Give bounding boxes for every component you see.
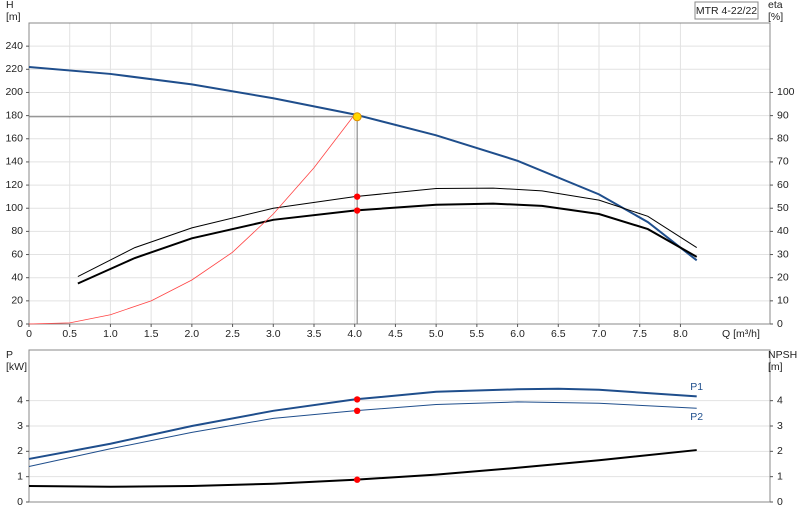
y2-tick-label: 0 — [777, 318, 783, 330]
y2-tick-label: 100 — [777, 86, 795, 98]
x-tick-label: 1.5 — [144, 328, 159, 340]
y2-tick-label: 4 — [777, 394, 783, 406]
y2-tick-label: 20 — [777, 271, 789, 283]
x-tick-label: 6.5 — [551, 328, 566, 340]
x-tick-label: 3.5 — [307, 328, 322, 340]
y2-tick-label: 1 — [777, 470, 783, 482]
y-tick-label: 0 — [17, 496, 23, 508]
y-tick-label: 1 — [17, 470, 23, 482]
y-tick-label: 120 — [5, 179, 23, 191]
x-tick-label: 5.0 — [429, 328, 444, 340]
series-label: P2 — [690, 411, 703, 423]
y-axis-label: [kW] — [6, 361, 27, 373]
y-axis-label: H — [6, 0, 14, 11]
point — [353, 476, 361, 483]
y-tick-label: 100 — [5, 202, 23, 214]
point — [353, 193, 361, 200]
y2-tick-label: 3 — [777, 420, 783, 432]
x-tick-label: 7.5 — [632, 328, 647, 340]
y-tick-label: 240 — [5, 40, 23, 52]
y-tick-label: 80 — [11, 225, 23, 237]
title-box — [694, 1, 759, 20]
y-tick-label: 200 — [5, 86, 23, 98]
x-tick-label: 4.5 — [388, 328, 403, 340]
x-tick-label: 5.5 — [470, 328, 485, 340]
chart-title: MTR 4-22/22 — [696, 5, 757, 17]
y-axis-label: P — [6, 349, 13, 361]
x-tick-label: 0.5 — [62, 328, 77, 340]
y-tick-label: 20 — [11, 295, 23, 307]
y-tick-label: 3 — [17, 420, 23, 432]
y-tick-label: 180 — [5, 109, 23, 121]
y-tick-label: 0 — [17, 318, 23, 330]
y2-axis-label: [%] — [768, 11, 783, 23]
x-tick-label: 0 — [26, 328, 32, 340]
x-tick-label: 1.0 — [103, 328, 118, 340]
y2-axis-label: eta — [768, 0, 783, 11]
y2-tick-label: 60 — [777, 179, 789, 191]
y2-tick-label: 30 — [777, 248, 789, 260]
x-tick-label: 3.0 — [266, 328, 281, 340]
point — [352, 112, 362, 122]
y2-tick-label: 0 — [777, 496, 783, 508]
y-tick-label: 160 — [5, 133, 23, 145]
x-tick-label: 2.5 — [225, 328, 240, 340]
x-tick-label: 2.0 — [185, 328, 200, 340]
series-line — [28, 114, 356, 325]
x-tick-label: 8.0 — [673, 328, 688, 340]
y2-tick-label: 70 — [777, 156, 789, 168]
y2-tick-label: 40 — [777, 225, 789, 237]
x-tick-label: 7.0 — [592, 328, 607, 340]
series-label: P1 — [690, 381, 703, 393]
y2-tick-label: 10 — [777, 295, 789, 307]
series-line — [28, 401, 697, 468]
y2-tick-label: 2 — [777, 445, 783, 457]
y-tick-label: 40 — [11, 271, 23, 283]
x-tick-label: 6.0 — [510, 328, 525, 340]
y-tick-label: 4 — [17, 394, 23, 406]
y-tick-label: 220 — [5, 63, 23, 75]
point — [353, 207, 361, 214]
series-line — [28, 387, 697, 460]
y2-tick-label: 80 — [777, 133, 789, 145]
x-axis-label: Q [m³/h] — [722, 328, 760, 340]
y-axis-label: [m] — [6, 11, 21, 23]
y2-tick-label: 90 — [777, 109, 789, 121]
y2-axis-label: NPSH — [768, 349, 797, 361]
series-line — [28, 449, 697, 488]
series-line — [77, 202, 698, 285]
series-line — [77, 187, 697, 277]
y2-tick-label: 50 — [777, 202, 789, 214]
y2-axis-label: [m] — [768, 361, 783, 373]
y-tick-label: 2 — [17, 445, 23, 457]
y-tick-label: 140 — [5, 156, 23, 168]
plot-frame — [28, 22, 771, 325]
x-tick-label: 4.0 — [347, 328, 362, 340]
point — [353, 396, 361, 403]
point — [353, 407, 361, 414]
y-tick-label: 60 — [11, 248, 23, 260]
